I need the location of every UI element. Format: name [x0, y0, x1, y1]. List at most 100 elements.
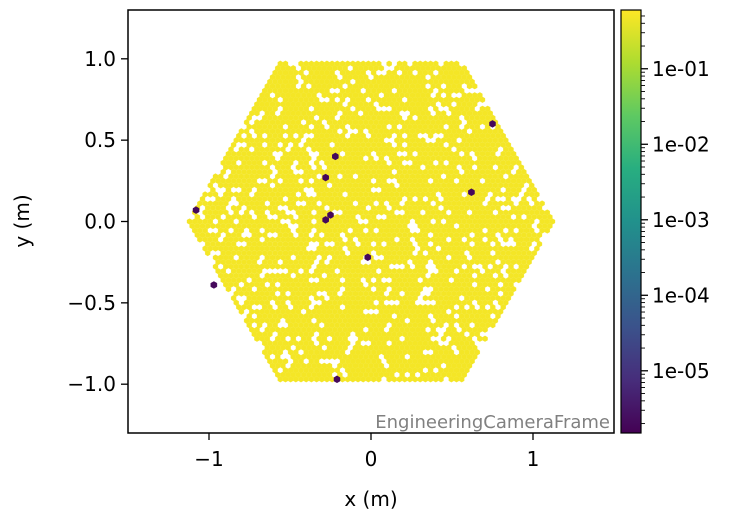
camera-pixel — [363, 236, 369, 243]
camera-pixel — [399, 299, 405, 306]
camera-pixel — [300, 290, 307, 297]
camera-pixel — [508, 281, 514, 288]
camera-pixel — [332, 119, 338, 126]
camera-pixel — [469, 340, 475, 347]
camera-pixel — [402, 168, 408, 175]
camera-pixel — [277, 132, 283, 139]
camera-pixel — [357, 335, 364, 342]
camera-pixel — [290, 335, 296, 342]
camera-pixel — [357, 281, 364, 288]
camera-pixel — [228, 173, 234, 180]
camera-pixel — [262, 168, 268, 175]
camera-pixel — [461, 74, 467, 81]
camera-pixel — [435, 299, 442, 306]
camera-pixel — [264, 290, 270, 297]
y-tick-label: −1.0 — [67, 372, 116, 396]
camera-pixel — [306, 227, 312, 234]
camera-pixel — [264, 245, 270, 252]
camera-pixel — [298, 87, 304, 94]
camera-pixel — [368, 281, 374, 288]
camera-pixel — [186, 218, 193, 225]
camera-pixel — [435, 65, 442, 72]
camera-pixel — [295, 182, 302, 189]
camera-pixel — [275, 83, 281, 90]
camera-pixel — [396, 295, 403, 302]
camera-pixel — [264, 182, 270, 189]
camera-pixel — [228, 191, 234, 198]
camera-pixel — [267, 141, 273, 148]
camera-pixel — [531, 231, 537, 239]
camera-pixel — [396, 168, 403, 175]
camera-pixel — [523, 236, 530, 243]
camera-pixel — [402, 240, 408, 248]
camera-pixel — [329, 222, 335, 230]
camera-pixel — [368, 272, 374, 279]
camera-pixel — [482, 335, 488, 342]
camera-pixel — [404, 335, 410, 342]
frame-label: EngineeringCameraFrame — [375, 412, 610, 433]
camera-pixel — [332, 227, 338, 234]
camera-pixel — [492, 128, 499, 135]
camera-pixel — [461, 281, 467, 288]
camera-pixel — [272, 141, 278, 148]
camera-pixel — [368, 245, 374, 252]
camera-pixel — [402, 78, 408, 85]
camera-pixel — [275, 299, 281, 306]
camera-pixel — [438, 69, 444, 76]
camera-pixel — [267, 340, 273, 347]
camera-pixel — [435, 173, 442, 180]
camera-pixel — [236, 132, 242, 139]
camera-pixel — [456, 272, 462, 279]
camera-pixel — [435, 281, 442, 288]
camera-pixel — [490, 231, 496, 239]
camera-pixel — [334, 177, 340, 184]
camera-pixel — [376, 60, 382, 67]
camera-pixel — [456, 335, 462, 342]
camera-pixel — [529, 236, 535, 243]
camera-pixel — [373, 245, 379, 252]
camera-pixel — [404, 272, 410, 279]
camera-pixel — [391, 331, 397, 338]
camera-pixel — [334, 295, 340, 302]
camera-pixel — [435, 128, 442, 135]
camera-pixel — [394, 281, 400, 288]
camera-pixel — [363, 137, 369, 144]
camera-pixel — [298, 240, 304, 248]
camera-pixel — [267, 78, 273, 85]
camera-pixel — [303, 168, 309, 175]
camera-pixel — [363, 182, 369, 189]
camera-pixel — [357, 128, 364, 135]
camera-pixel — [272, 132, 278, 139]
camera-pixel — [438, 349, 444, 356]
camera-pixel — [370, 313, 377, 320]
camera-pixel — [293, 78, 299, 85]
camera-pixel — [365, 286, 372, 293]
camera-pixel — [438, 222, 444, 230]
camera-pixel — [282, 141, 289, 148]
camera-pixel — [365, 168, 372, 175]
camera-pixel — [523, 173, 530, 180]
camera-pixel — [497, 182, 504, 189]
camera-pixel — [275, 137, 281, 144]
camera-pixel — [526, 240, 532, 248]
camera-pixel — [508, 245, 514, 252]
camera-pixel — [402, 69, 408, 76]
camera-pixel — [272, 286, 278, 293]
camera-pixel — [373, 182, 379, 189]
camera-pixel — [262, 231, 268, 239]
camera-pixel — [534, 191, 540, 198]
camera-pixel — [402, 349, 408, 356]
camera-pixel — [264, 326, 270, 333]
camera-pixel — [391, 349, 397, 356]
camera-pixel — [472, 83, 478, 90]
camera-pixel — [422, 304, 429, 311]
camera-pixel — [259, 281, 265, 288]
camera-pixel — [373, 335, 379, 342]
camera-pixel — [433, 349, 439, 356]
camera-pixel — [440, 335, 447, 342]
camera-pixel — [464, 340, 470, 347]
camera-pixel — [363, 263, 369, 270]
camera-pixel — [505, 141, 512, 148]
camera-pixel — [306, 119, 312, 126]
camera-pixel — [267, 240, 273, 248]
